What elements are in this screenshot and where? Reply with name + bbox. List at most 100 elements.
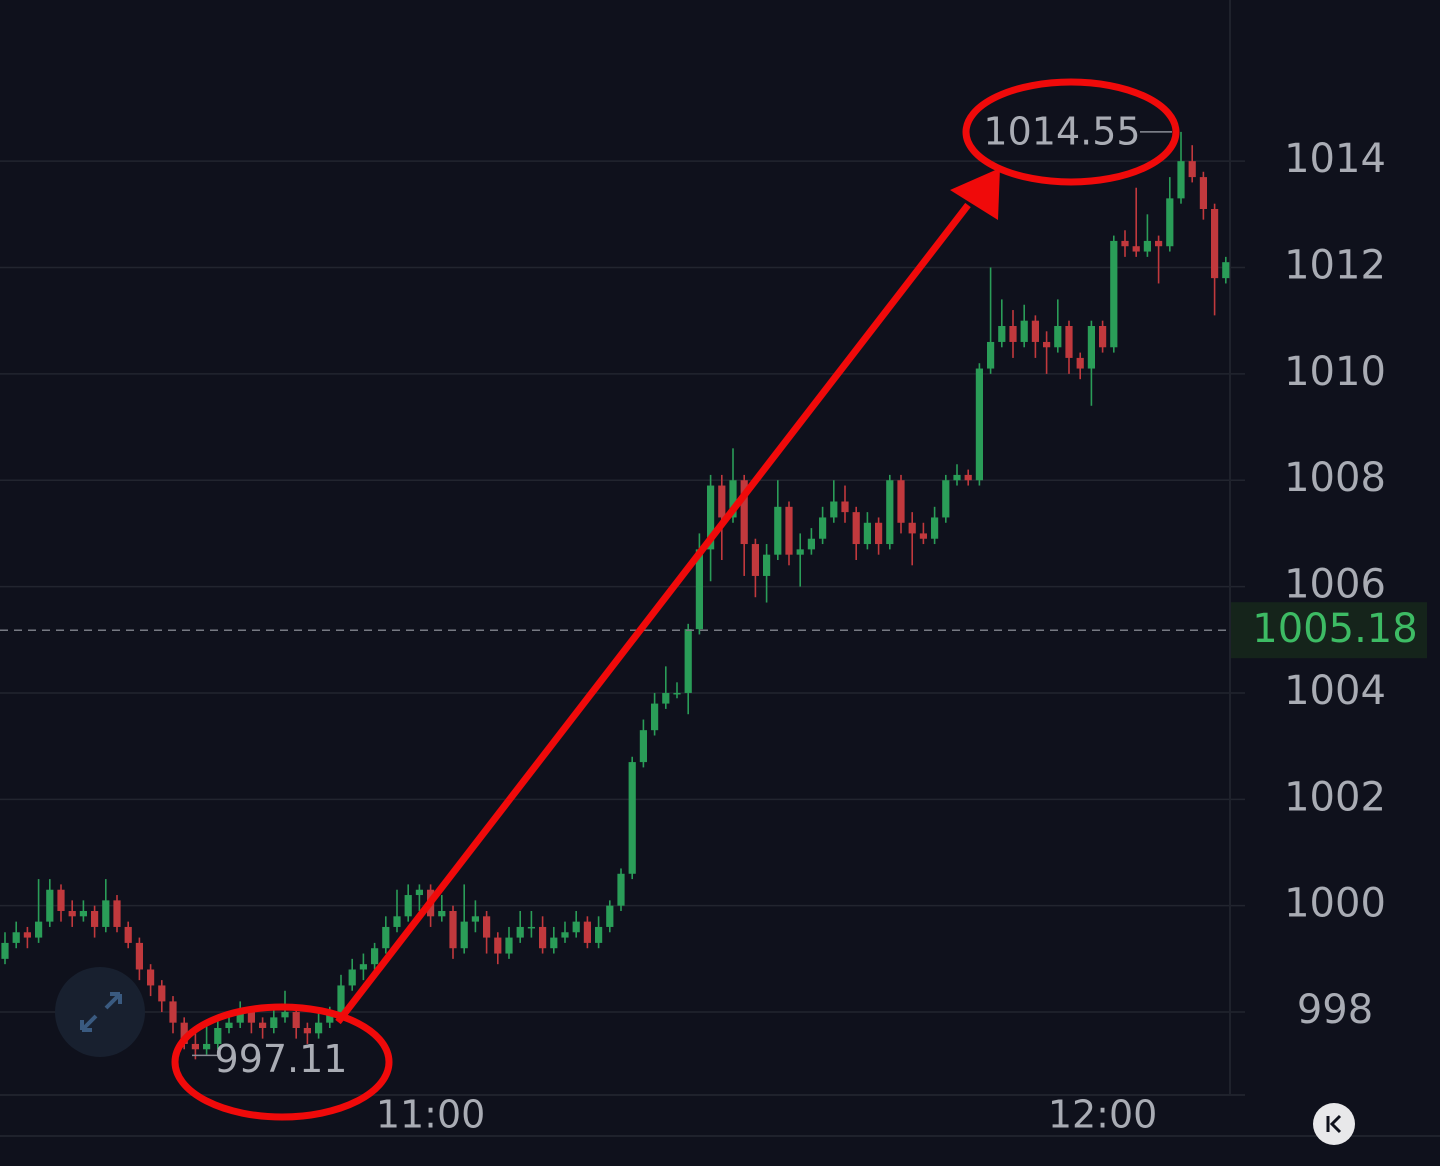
candle-body [91, 910, 99, 927]
candle-body [124, 926, 132, 943]
last-price-box [1231, 602, 1427, 659]
candle-body [303, 1027, 311, 1034]
candle-body [1054, 326, 1062, 348]
candle-body [371, 948, 379, 965]
candle-body [572, 921, 580, 933]
candle-body [1065, 326, 1073, 358]
candle-body [539, 926, 547, 949]
candle-body [1211, 209, 1219, 279]
labels: 998 1000 1002 1004 1006 1008 1010 1012 1014 11:00… [0, 109, 1427, 1137]
candle-body [1099, 326, 1107, 348]
high-marker-label: 1014.55 [983, 109, 1140, 153]
candle-body [404, 895, 412, 917]
candle-body [494, 937, 502, 954]
candle-body [382, 926, 390, 949]
candle-body [438, 910, 446, 917]
candle-body [348, 969, 356, 986]
candle-body [46, 889, 54, 922]
candle-body [236, 1012, 244, 1023]
candle-body [516, 926, 524, 938]
arrow-line [335, 202, 971, 1025]
candle-body [1043, 341, 1051, 348]
candle-body [1121, 240, 1129, 247]
candle-body [113, 900, 121, 927]
candle-body [326, 1012, 334, 1023]
x-tick-label: 11:00 [376, 1093, 486, 1137]
candle-body [740, 480, 748, 545]
candle-body [527, 926, 535, 929]
candles [1, 131, 1230, 1060]
last-price-label: 1005.18 [1252, 606, 1417, 652]
candle-body [393, 916, 401, 927]
candle-body [270, 1017, 278, 1028]
candle-body [953, 474, 961, 481]
candle-body [796, 549, 804, 555]
candle-body [673, 692, 681, 695]
candle-body [12, 932, 20, 943]
candle-body [505, 937, 513, 954]
candle-body [68, 910, 76, 917]
candle-body [169, 1001, 177, 1023]
candle-body [359, 964, 367, 970]
candle-body [337, 985, 345, 1013]
candle-body [841, 501, 849, 513]
candle-body [606, 905, 614, 927]
candle-body [1, 942, 9, 959]
candle-body [942, 480, 950, 518]
arrow-head [950, 168, 1000, 220]
y-tick-label: 1012 [1284, 243, 1386, 289]
candle-body [639, 730, 647, 763]
candle-body [1110, 240, 1118, 348]
expand-button[interactable] [55, 967, 145, 1057]
candle-body [35, 921, 43, 938]
y-tick-label: 1008 [1284, 455, 1386, 501]
candle-body [1143, 240, 1151, 252]
candle-body [819, 517, 827, 539]
candle-body [931, 517, 939, 539]
candle-body [79, 910, 87, 917]
highlight-ellipse [962, 78, 1180, 186]
candle-body [987, 341, 995, 369]
candle-body [807, 538, 815, 550]
candle-body [315, 1022, 323, 1034]
candle-body [751, 544, 759, 576]
y-tick-label: 1014 [1284, 136, 1386, 182]
candle-body [964, 474, 972, 481]
candle-body [1076, 357, 1084, 369]
candle-body [998, 326, 1006, 342]
candle-body [158, 985, 166, 1002]
candle-body [785, 506, 793, 555]
candle-body [550, 937, 558, 949]
candle-body [662, 692, 670, 704]
candle-body [897, 480, 905, 523]
candle-body [23, 932, 31, 938]
candle-body [561, 932, 569, 938]
candle-body [651, 703, 659, 731]
candle-body [908, 522, 916, 534]
candle-body [617, 873, 625, 906]
candle-body [875, 522, 883, 545]
candle-body [774, 506, 782, 555]
candle-body [292, 1012, 300, 1028]
y-tick-label: 1002 [1284, 774, 1386, 820]
candle-body [247, 1012, 255, 1023]
candle-body [763, 554, 771, 576]
candle-body [225, 1022, 233, 1028]
candle-body [1222, 262, 1230, 279]
candle-body [852, 512, 860, 545]
grid [0, 160, 1245, 1013]
candle-body [729, 480, 737, 518]
candle-body [180, 1022, 188, 1044]
candle-body [147, 969, 155, 986]
candle-body [135, 942, 143, 970]
candle-body [830, 501, 838, 518]
y-tick-label: 1004 [1284, 668, 1386, 714]
candle-body [203, 1043, 211, 1050]
candle-body [1020, 320, 1028, 342]
candle-body [460, 921, 468, 949]
candle-body [57, 889, 65, 911]
expand-icon [80, 992, 122, 1032]
